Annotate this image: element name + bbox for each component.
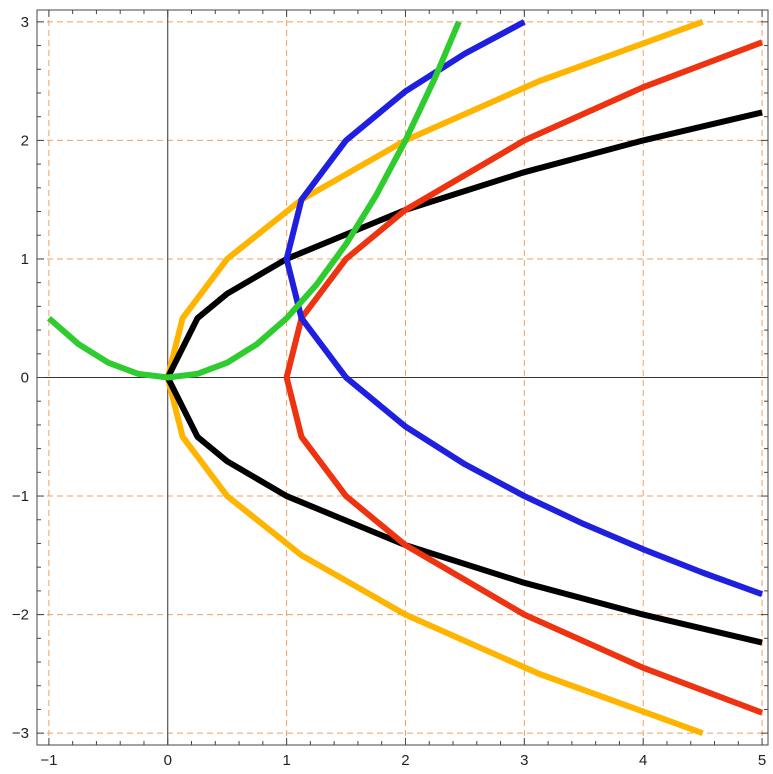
x-tick-label: 1	[282, 752, 290, 769]
y-tick-label: −1	[12, 488, 29, 505]
tick-labels: −1 0 1 2 3 4 5 −3 −2 −1 0 1 2 3	[12, 14, 766, 769]
y-tick-label: −3	[12, 725, 29, 742]
x-tick-label: 0	[164, 752, 172, 769]
x-tick-label: 5	[758, 752, 766, 769]
ticks	[37, 10, 768, 745]
x-tick-label: 2	[401, 752, 409, 769]
series-curve-3	[283, 19, 764, 598]
series-curve-2	[283, 39, 764, 716]
y-tick-label: 3	[21, 14, 29, 31]
series-curve-4	[46, 20, 462, 381]
y-tick-label: 2	[21, 132, 29, 149]
series-layer	[46, 19, 764, 736]
x-tick-label: 4	[639, 752, 647, 769]
y-tick-label: 0	[21, 370, 29, 387]
y-tick-label: −2	[12, 607, 29, 624]
y-tick-label: 1	[21, 251, 29, 268]
x-tick-label: −1	[40, 752, 57, 769]
x-tick-label: 3	[520, 752, 528, 769]
